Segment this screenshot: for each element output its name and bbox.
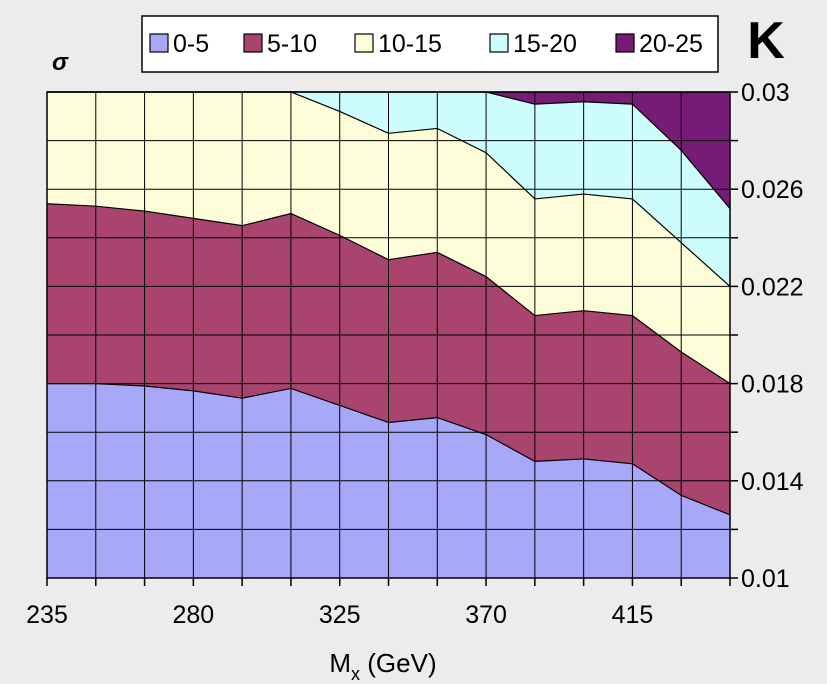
y-tick-labels: 0.01 0.014 0.018 0.022 0.026 0.03 — [741, 79, 804, 593]
y-tick-label: 0.018 — [741, 371, 804, 399]
x-tick-label: 280 — [172, 601, 214, 629]
x-tick-label: 370 — [465, 601, 507, 629]
y-tick-label: 0.03 — [741, 79, 790, 107]
legend-label: 15-20 — [513, 30, 577, 58]
y-tick-label: 0.014 — [741, 468, 804, 496]
x-axis-label-unit: (GeV) — [360, 648, 437, 678]
legend-item-20-25: 20-25 — [615, 30, 703, 58]
x-axis-label-main: M — [329, 648, 351, 678]
legend-label: 10-15 — [378, 30, 442, 58]
y-axis-label: σ — [52, 49, 69, 76]
legend-item-10-15: 10-15 — [354, 30, 442, 58]
x-axis-label-sub: x — [351, 664, 360, 684]
y-tick-label: 0.022 — [741, 273, 804, 301]
legend: 0-5 5-10 10-15 15-20 20-25 — [141, 15, 719, 73]
legend-swatch — [489, 33, 509, 53]
x-axis-label: Mx (GeV) — [329, 648, 436, 684]
legend-label: 0-5 — [173, 30, 209, 58]
legend-swatch — [615, 33, 635, 53]
axis-ticks — [46, 91, 738, 586]
x-tick-label: 415 — [612, 601, 654, 629]
x-tick-label: 235 — [26, 601, 68, 629]
legend-item-5-10: 5-10 — [243, 30, 317, 58]
legend-label: 5-10 — [267, 30, 317, 58]
legend-label: 20-25 — [639, 30, 703, 58]
x-tick-labels: 235 280 325 370 415 — [26, 601, 653, 629]
y-tick-label: 0.026 — [741, 176, 804, 204]
legend-swatch — [354, 33, 374, 53]
legend-item-0-5: 0-5 — [149, 30, 209, 58]
corner-label-k: K — [747, 12, 785, 70]
legend-swatch — [149, 33, 169, 53]
y-tick-label: 0.01 — [741, 565, 790, 593]
area-series-20-25 — [47, 92, 730, 209]
legend-swatch — [243, 33, 263, 53]
legend-item-15-20: 15-20 — [489, 30, 577, 58]
x-tick-label: 325 — [319, 601, 361, 629]
